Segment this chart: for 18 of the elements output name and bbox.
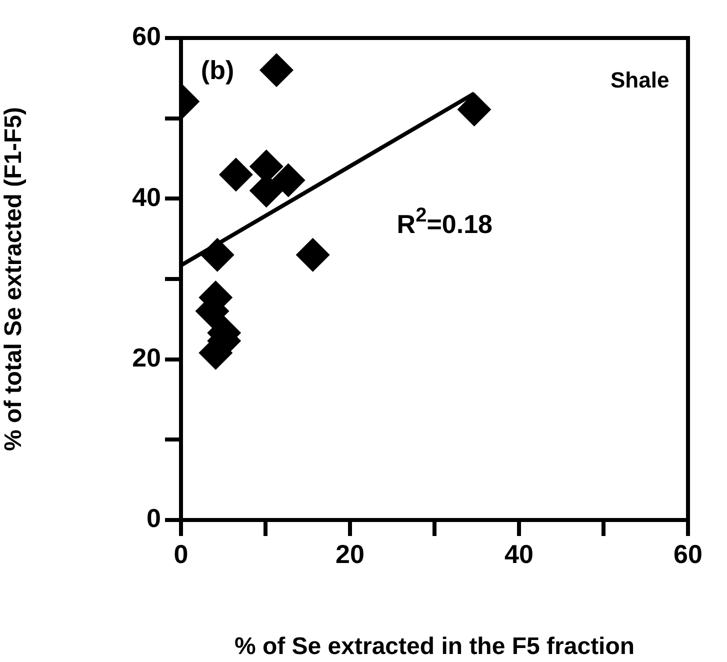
y-tick-label: 20: [132, 342, 161, 373]
x-tick-label: 0: [174, 538, 188, 569]
point: [271, 163, 306, 198]
point: [218, 158, 253, 192]
x-tick-label: 40: [504, 538, 534, 569]
annotation: Shale: [610, 67, 670, 92]
point: [200, 238, 234, 272]
y-tick-label: 60: [132, 21, 161, 52]
x-axis-title: % of Se extracted in the F5 fraction: [234, 633, 635, 660]
point: [457, 92, 492, 126]
y-tick-label: 40: [132, 182, 161, 212]
point: [259, 53, 294, 88]
x-tick-label: 60: [674, 538, 702, 569]
x-tick-label: 20: [336, 538, 364, 569]
point: [296, 238, 330, 272]
annotation: (b): [200, 54, 234, 85]
y-axis-title: % of total Se extracted (F1-F5): [0, 106, 28, 452]
y-tick-label: 0: [146, 503, 161, 534]
